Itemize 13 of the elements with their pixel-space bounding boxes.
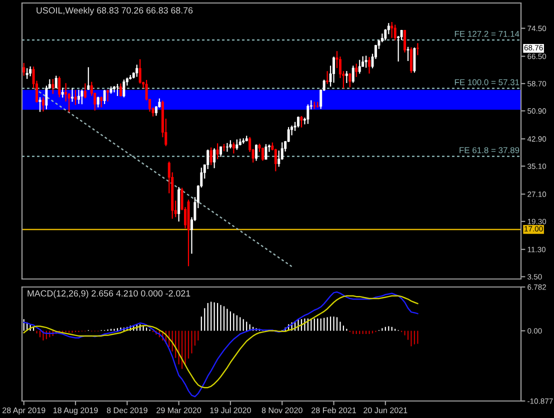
x-tick-label: 8 Dec 2019 — [106, 407, 148, 414]
x-tick-label: 20 Jun 2021 — [364, 407, 408, 414]
x-tick-label: 18 Aug 2019 — [53, 407, 98, 415]
x-tick-label: 19 Jul 2020 — [210, 407, 251, 414]
chart-title: USOIL,Weekly 68.83 70.26 66.83 68.76 — [36, 7, 193, 16]
chart-title: MACD(12,26,9) 2.656 4.210 0.000 -2.021 — [28, 290, 190, 298]
x-tick-label: 28 Feb 2021 — [312, 407, 356, 414]
ref-line-label: FE 61.8 = 37.89 — [460, 147, 520, 154]
x-tick-label: 28 Apr 2019 — [2, 407, 46, 415]
x-tick-label: 29 Mar 2020 — [156, 407, 202, 414]
ref-line-label: FE 100.0 = 57.31 — [454, 79, 520, 86]
x-tick-label: 8 Nov 2020 — [262, 407, 302, 414]
ref-line-label: FE 127.2 = 71.14 — [454, 30, 520, 37]
